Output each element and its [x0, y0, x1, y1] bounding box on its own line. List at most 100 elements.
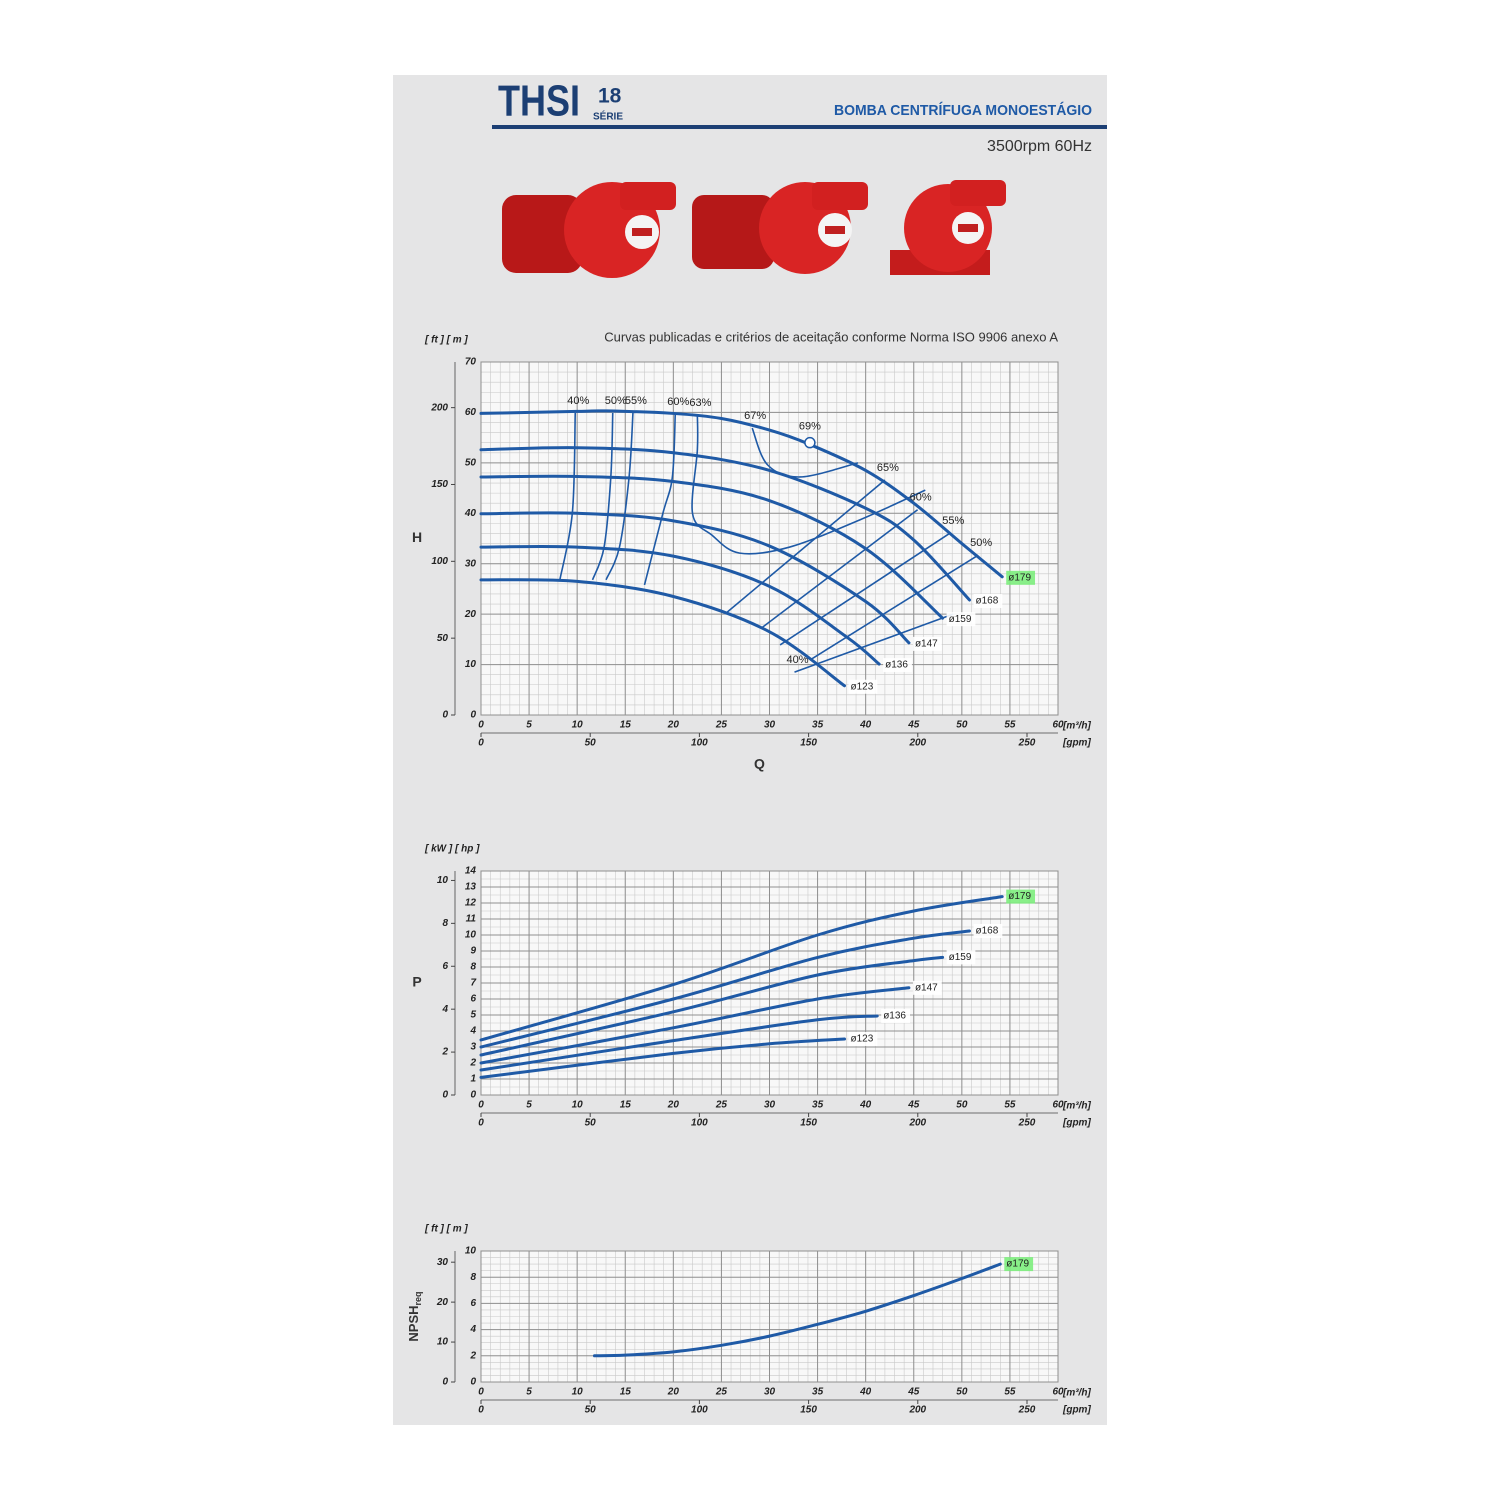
subtitle: BOMBA CENTRÍFUGA MONOESTÁGIO — [834, 102, 1092, 119]
curve-label: ø179 — [1008, 572, 1031, 583]
x2-tick-label: 150 — [800, 738, 817, 749]
x-tick-label: 40 — [859, 720, 872, 731]
efficiency-curve — [605, 412, 634, 581]
curve-label-bg — [1004, 1257, 1034, 1272]
x-tick-label: 60 — [1052, 1387, 1064, 1398]
y2-tick-label: 10 — [437, 875, 449, 886]
x2-tick-label: 250 — [1018, 1405, 1036, 1416]
y-tick-label: 2 — [469, 1350, 476, 1361]
x-unit: [m³/h] — [1062, 1101, 1091, 1112]
curve — [479, 1037, 847, 1079]
y2-tick-label: 2 — [441, 1047, 448, 1058]
efficiency-label: 55% — [942, 515, 964, 527]
x-tick-label: 20 — [667, 1100, 680, 1111]
header-rule — [492, 125, 1107, 129]
x-tick-label: 55 — [1004, 720, 1016, 731]
efficiency-curve — [643, 413, 677, 586]
y2-tick-label: 20 — [436, 1297, 449, 1308]
curve-label-bg — [912, 980, 942, 995]
y2-tick-label: 0 — [442, 1377, 448, 1388]
x2-tick-label: 100 — [691, 1405, 708, 1416]
x-tick-label: 15 — [620, 720, 632, 731]
efficiency-label: 55% — [625, 395, 647, 407]
x2-tick-label: 200 — [908, 1405, 926, 1416]
panel — [393, 75, 1107, 1425]
x2-tick-label: 100 — [691, 738, 708, 749]
y-tick-label: 2 — [469, 1058, 476, 1069]
y-axis-title: H — [412, 529, 422, 545]
y-units: [ ft ] [ m ] — [424, 335, 468, 346]
bep-marker — [804, 436, 816, 449]
x-axis-title: Q — [754, 756, 765, 772]
y-tick-label: 1 — [470, 1074, 476, 1085]
y-tick-label: 4 — [469, 1324, 476, 1335]
brand-title: THSI — [498, 77, 580, 126]
x-tick-label: 5 — [526, 1100, 532, 1111]
x2-unit: [gpm] — [1062, 1405, 1091, 1416]
x2-tick-label: 50 — [585, 1405, 597, 1416]
y2-tick-label: 30 — [437, 1257, 449, 1268]
curve — [479, 409, 1004, 579]
curve — [479, 895, 1004, 1042]
y-tick-label: 13 — [465, 882, 477, 893]
y-tick-label: 6 — [470, 994, 476, 1005]
y2-tick-label: 0 — [442, 1090, 448, 1101]
x-tick-label: 50 — [956, 720, 968, 731]
x2-tick-label: 0 — [478, 738, 484, 749]
brand-number: 18 — [598, 85, 622, 108]
y2-tick-label: 4 — [441, 1004, 448, 1015]
curve-label-bg — [973, 594, 1003, 609]
efficiency-label: 65% — [877, 462, 899, 474]
x2-tick-label: 0 — [478, 1118, 484, 1129]
y-tick-label: 6 — [470, 1298, 476, 1309]
curve — [479, 955, 945, 1057]
x2-tick-label: 250 — [1018, 738, 1036, 749]
y-tick-label: 8 — [470, 962, 476, 973]
x2-tick-label: 250 — [1018, 1118, 1036, 1129]
y-tick-label: 30 — [465, 558, 477, 569]
curve-label: ø179 — [1008, 891, 1031, 902]
x-tick-label: 10 — [572, 1100, 584, 1111]
x-tick-label: 50 — [956, 1387, 968, 1398]
x-tick-label: 30 — [764, 1100, 776, 1111]
curve — [479, 986, 911, 1065]
curve — [479, 544, 881, 666]
y-axis-title: NPSHreq — [406, 1291, 423, 1341]
y-tick-label: 9 — [470, 946, 476, 957]
curve — [479, 578, 847, 688]
curve-label: ø136 — [883, 1011, 906, 1022]
curve-label-bg — [848, 1032, 878, 1046]
y-tick-label: 10 — [465, 930, 477, 941]
y-tick-label: 0 — [470, 1090, 476, 1101]
y-tick-label: 10 — [465, 1246, 477, 1257]
efficiency-label: 50% — [970, 537, 992, 549]
x-tick-label: 0 — [478, 1100, 484, 1111]
y-tick-label: 12 — [465, 898, 477, 909]
curve — [479, 474, 945, 620]
x-tick-label: 55 — [1004, 1100, 1016, 1111]
x-tick-label: 50 — [956, 1100, 968, 1111]
efficiency-curve — [761, 509, 919, 629]
curve-label: ø168 — [976, 926, 999, 937]
speed: 3500rpm 60Hz — [987, 138, 1092, 155]
curve-label: ø123 — [851, 1034, 874, 1045]
y-units: [ kW ] [ hp ] — [424, 844, 480, 855]
x-tick-label: 0 — [478, 720, 484, 731]
curve-label: ø123 — [851, 681, 874, 692]
efficiency-label: 60% — [667, 396, 689, 408]
y2-tick-label: 8 — [442, 918, 448, 929]
y2-tick-label: 200 — [430, 402, 448, 413]
y-tick-label: 20 — [464, 609, 477, 620]
y2-tick-label: 0 — [442, 710, 448, 721]
x-tick-label: 30 — [764, 720, 776, 731]
brand-series: SÉRIE — [593, 110, 623, 123]
x-tick-label: 40 — [859, 1387, 872, 1398]
curve-label-bg — [848, 679, 878, 694]
y-tick-label: 5 — [470, 1010, 476, 1021]
x-tick-label: 20 — [667, 720, 680, 731]
y2-tick-label: 10 — [437, 1337, 449, 1348]
y-axis-title-sub: req — [413, 1291, 423, 1305]
curve — [479, 1014, 879, 1072]
x-tick-label: 25 — [715, 1100, 728, 1111]
